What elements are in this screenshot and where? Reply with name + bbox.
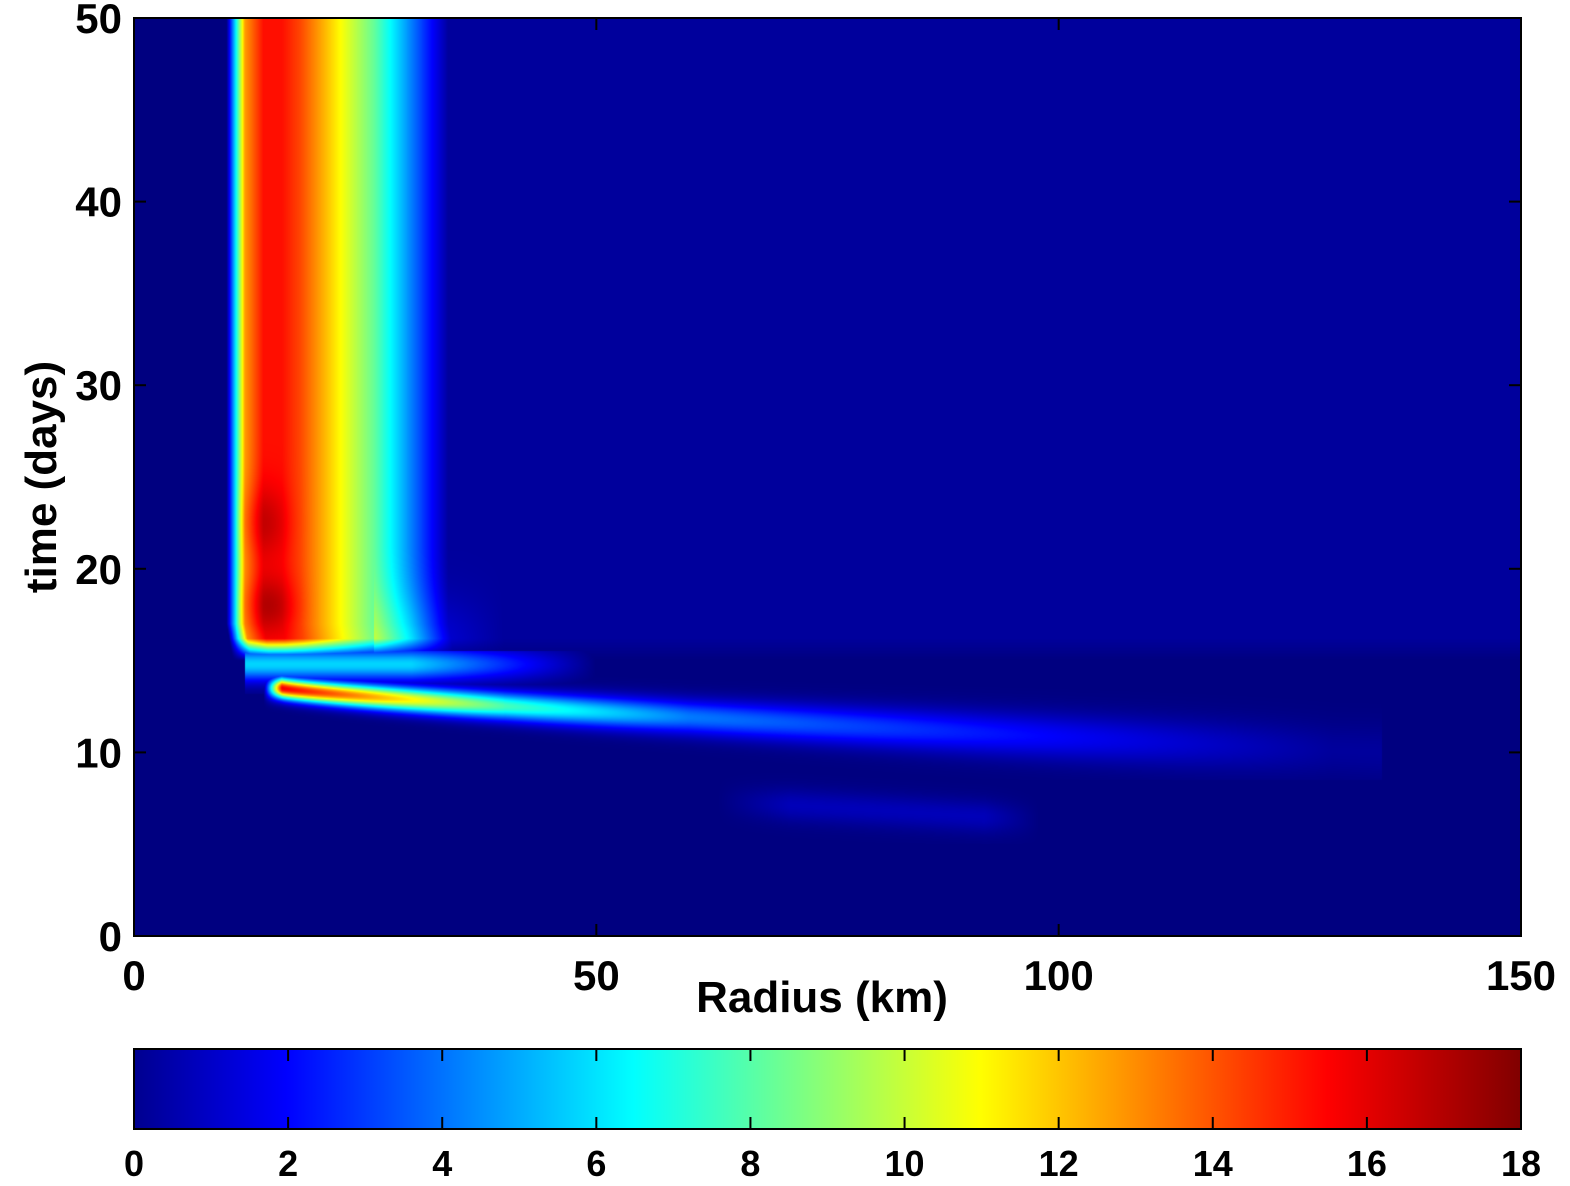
colorbar-tick-label: 14 (1193, 1143, 1233, 1184)
colorbar-tick-label: 4 (432, 1143, 452, 1184)
colorbar-tick-label: 16 (1347, 1143, 1387, 1184)
colorbar-gradient (133, 1048, 1522, 1130)
y-tick-label: 30 (75, 362, 122, 409)
colorbar-tick-label: 6 (586, 1143, 606, 1184)
heatmap-image-holder (134, 18, 1521, 936)
colorbar-tick-label: 10 (885, 1143, 925, 1184)
y-axis: 0 10 20 30 40 50 (75, 0, 1521, 960)
colorbar-tick-label: 2 (278, 1143, 298, 1184)
plot-frame (133, 17, 1522, 937)
y-tick-label: 10 (75, 729, 122, 776)
y-tick-label: 0 (99, 913, 122, 960)
x-axis: 0 50 100 150 (122, 18, 1556, 999)
x-axis-label: Radius (km) (696, 973, 948, 1022)
colorbar-tick-label: 12 (1039, 1143, 1079, 1184)
colorbar-tick-label: 8 (740, 1143, 760, 1184)
x-tick-label: 50 (573, 952, 620, 999)
y-tick-label: 50 (75, 0, 122, 42)
x-tick-label: 150 (1486, 952, 1556, 999)
plot-area (133, 17, 1522, 937)
y-axis-label: time (days) (17, 361, 66, 593)
colorbar-tick-label: 18 (1501, 1143, 1541, 1184)
colorbar-ticks: 0 2 4 6 8 10 12 14 16 18 (124, 1049, 1541, 1184)
colorbar-tick-label: 0 (124, 1143, 144, 1184)
x-tick-label: 0 (122, 952, 145, 999)
x-tick-label: 100 (1024, 952, 1094, 999)
heatmap-image (134, 18, 1521, 936)
y-tick-label: 40 (75, 179, 122, 226)
colorbar: 0 2 4 6 8 10 12 14 16 18 (124, 1048, 1541, 1184)
y-tick-label: 20 (75, 546, 122, 593)
